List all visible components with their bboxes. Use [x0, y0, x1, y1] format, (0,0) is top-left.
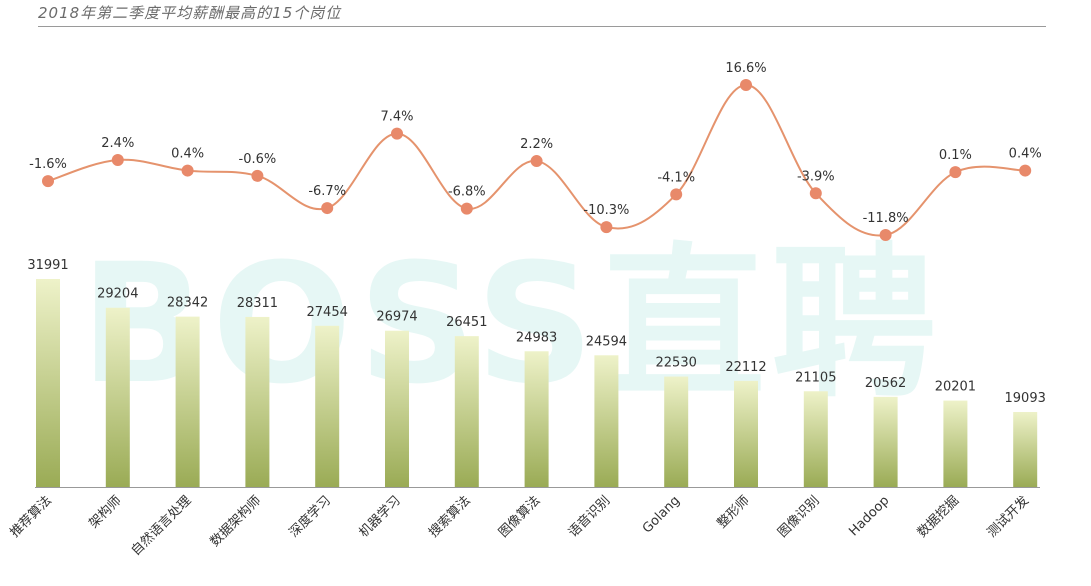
x-tick-label: 图像识别 — [775, 493, 822, 540]
bar — [524, 351, 549, 487]
growth-trend-line — [47, 83, 1026, 237]
bar-value-label: 24983 — [516, 330, 557, 345]
growth-label: 7.4% — [380, 110, 413, 125]
growth-marker — [111, 154, 124, 166]
growth-marker — [181, 164, 194, 177]
growth-label: -4.1% — [657, 170, 695, 185]
bar-value-label: 27454 — [307, 305, 348, 320]
x-tick-label: 自然语言处理 — [128, 493, 194, 559]
growth-label: -6.7% — [308, 184, 346, 199]
growth-label: -10.3% — [583, 203, 629, 218]
x-tick-label: 图像算法 — [496, 493, 543, 540]
growth-label: -1.6% — [29, 157, 67, 172]
x-tick-label: Golang — [640, 493, 683, 536]
bar-value-label: 26974 — [376, 310, 417, 325]
bar — [803, 391, 828, 487]
x-tick-label: Hadoop — [846, 493, 892, 539]
title-divider — [38, 26, 1046, 27]
bar-value-label: 29204 — [97, 287, 138, 302]
growth-marker — [809, 187, 822, 200]
x-tick-label: 深度学习 — [286, 493, 334, 541]
growth-label: -0.6% — [239, 152, 277, 167]
x-tick-label: 语音识别 — [565, 493, 613, 541]
growth-label: 0.1% — [939, 148, 972, 163]
bar-value-label: 20562 — [865, 376, 906, 391]
bar — [385, 330, 409, 487]
growth-marker — [949, 166, 962, 179]
bar — [873, 396, 898, 487]
growth-label: -11.8% — [863, 211, 909, 226]
growth-label: 16.6% — [725, 61, 766, 76]
x-tick-label: 搜索算法 — [426, 493, 473, 540]
bar-value-label: 22112 — [725, 360, 766, 375]
x-tick-labels: 推荐算法 架构师 自然语言处理 数据架构师 深度学习 机器学习 搜索算法 图像算法 语音识别 Go… — [7, 493, 1032, 559]
bar — [664, 376, 689, 487]
bar — [245, 316, 270, 487]
growth-marker — [460, 202, 473, 215]
x-tick-label: 测试开发 — [984, 493, 1032, 541]
bar-value-label: 19093 — [1005, 391, 1046, 406]
bar — [454, 336, 479, 487]
bar-value-label: 24594 — [586, 334, 627, 349]
growth-marker — [600, 221, 613, 234]
x-tick-label: 数据架构师 — [208, 493, 265, 550]
bar-value-label: 28311 — [237, 296, 278, 311]
x-tick-label: 推荐算法 — [7, 493, 54, 540]
bar-value-label: 28342 — [167, 296, 208, 311]
bars-group: 31991 29204 28342 28311 27454 26974 26451 24983… — [27, 258, 1046, 487]
bar-value-label: 20201 — [935, 380, 976, 395]
x-tick-label: 架构师 — [86, 493, 124, 531]
bar — [315, 325, 340, 487]
growth-marker — [391, 127, 403, 140]
x-tick-label: 数据挖掘 — [915, 493, 962, 540]
growth-label: 2.4% — [101, 136, 134, 151]
growth-label: 0.4% — [171, 147, 204, 162]
bar-value-label: 26451 — [446, 315, 487, 330]
x-tick-label: 整形师 — [715, 493, 753, 531]
growth-marker — [321, 202, 334, 215]
growth-marker — [42, 175, 54, 188]
watermark: BOSS直聘 — [80, 228, 943, 420]
growth-marker — [670, 188, 683, 201]
bar — [943, 400, 968, 487]
growth-marker — [740, 79, 752, 91]
growth-marker — [530, 155, 543, 168]
growth-markers: -1.6% 2.4% 0.4% -0.6% -6.7% 7.4% -6.8% 2.2% -10.… — [29, 61, 1042, 241]
bar-value-label: 22530 — [656, 356, 697, 371]
growth-label: -3.9% — [797, 169, 835, 184]
bar-value-label: 31991 — [27, 258, 68, 273]
growth-marker — [879, 229, 892, 241]
bar — [175, 316, 200, 487]
bar — [734, 380, 758, 487]
growth-marker — [1019, 164, 1032, 177]
growth-marker — [251, 169, 264, 182]
bar — [594, 355, 619, 487]
growth-label: -6.8% — [448, 185, 486, 200]
chart-title: 2018年第二季度平均薪酬最高的15个岗位 — [38, 4, 342, 22]
x-tick-label: 机器学习 — [356, 493, 404, 541]
growth-label: 2.2% — [520, 137, 553, 152]
bar — [105, 307, 130, 487]
bar-value-label: 21105 — [795, 370, 836, 385]
bar — [36, 279, 60, 487]
growth-label: 0.4% — [1009, 147, 1042, 162]
bar — [1013, 412, 1038, 487]
